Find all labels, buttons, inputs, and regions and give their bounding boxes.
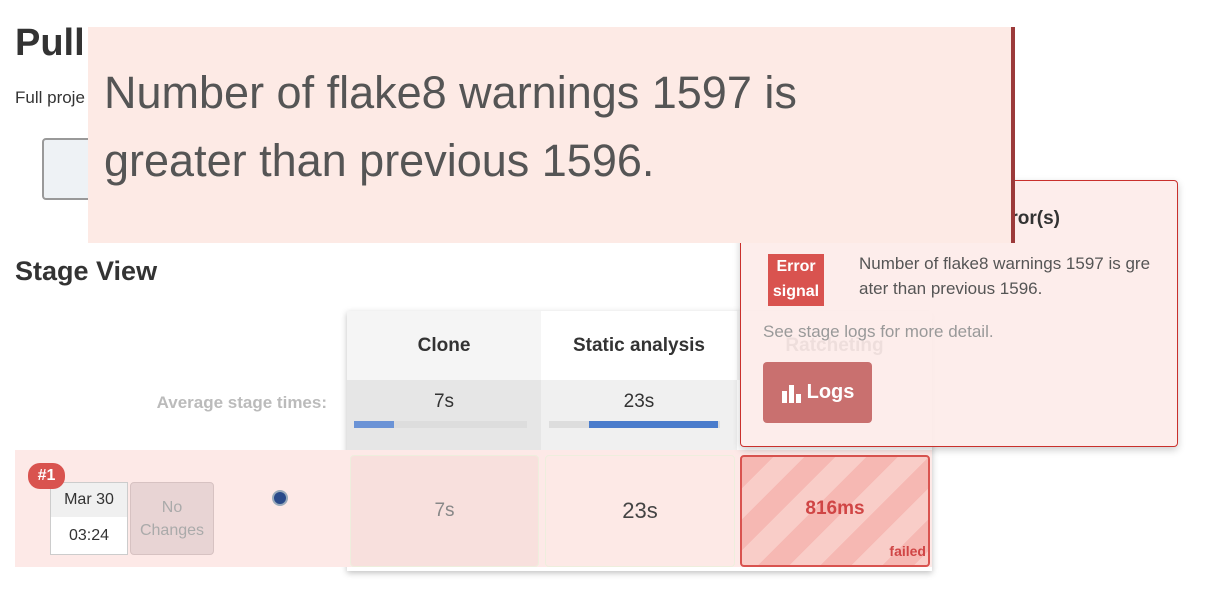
stage-header: Static analysis [541, 311, 737, 380]
popup-title: rror(s) [1003, 208, 1061, 229]
bar-icon [781, 384, 801, 403]
download-icon[interactable] [272, 490, 288, 506]
average-label: Average stage times: [156, 393, 327, 412]
stage-header: Clone [347, 311, 541, 380]
stage-view-title: Stage View [15, 256, 158, 286]
build-changes: No Changes [130, 482, 214, 555]
progress-track [354, 421, 527, 428]
zoom-overlay: Number of flake8 warnings 1597 is greate… [88, 27, 1015, 243]
average-time: 7s [433, 391, 455, 412]
stage-time: 816ms [805, 498, 865, 519]
build-time: 03:24 [68, 526, 110, 544]
average-cell [347, 380, 541, 450]
stage-status: failed [889, 543, 926, 559]
failed-cell[interactable]: 816ms failed [740, 455, 930, 567]
notepad-icon [42, 138, 92, 200]
logs-label: Logs [806, 381, 855, 403]
build-number[interactable]: #1 [28, 463, 65, 489]
stage-time: 7s [350, 455, 539, 567]
stage-time: 23s [545, 455, 735, 567]
popup-hint: See stage logs for more detail. [763, 322, 994, 341]
progress-fill [589, 421, 718, 428]
progress-fill [354, 421, 394, 428]
error-badge: Error signal [768, 254, 824, 306]
error-message: Number of flake8 warnings 1597 is greate… [859, 254, 1151, 298]
build-date: Mar 30 [51, 483, 127, 517]
page-title: Pull [15, 22, 85, 64]
build-date-box: Mar 30 03:24 [50, 482, 128, 555]
average-time: 23s [623, 391, 655, 412]
page-description: Full proje [15, 88, 85, 107]
average-cell [541, 380, 737, 450]
logs-button[interactable]: Logs [763, 362, 872, 423]
zoom-text: Number of flake8 warnings 1597 is greate… [104, 67, 797, 186]
progress-track [549, 421, 720, 428]
